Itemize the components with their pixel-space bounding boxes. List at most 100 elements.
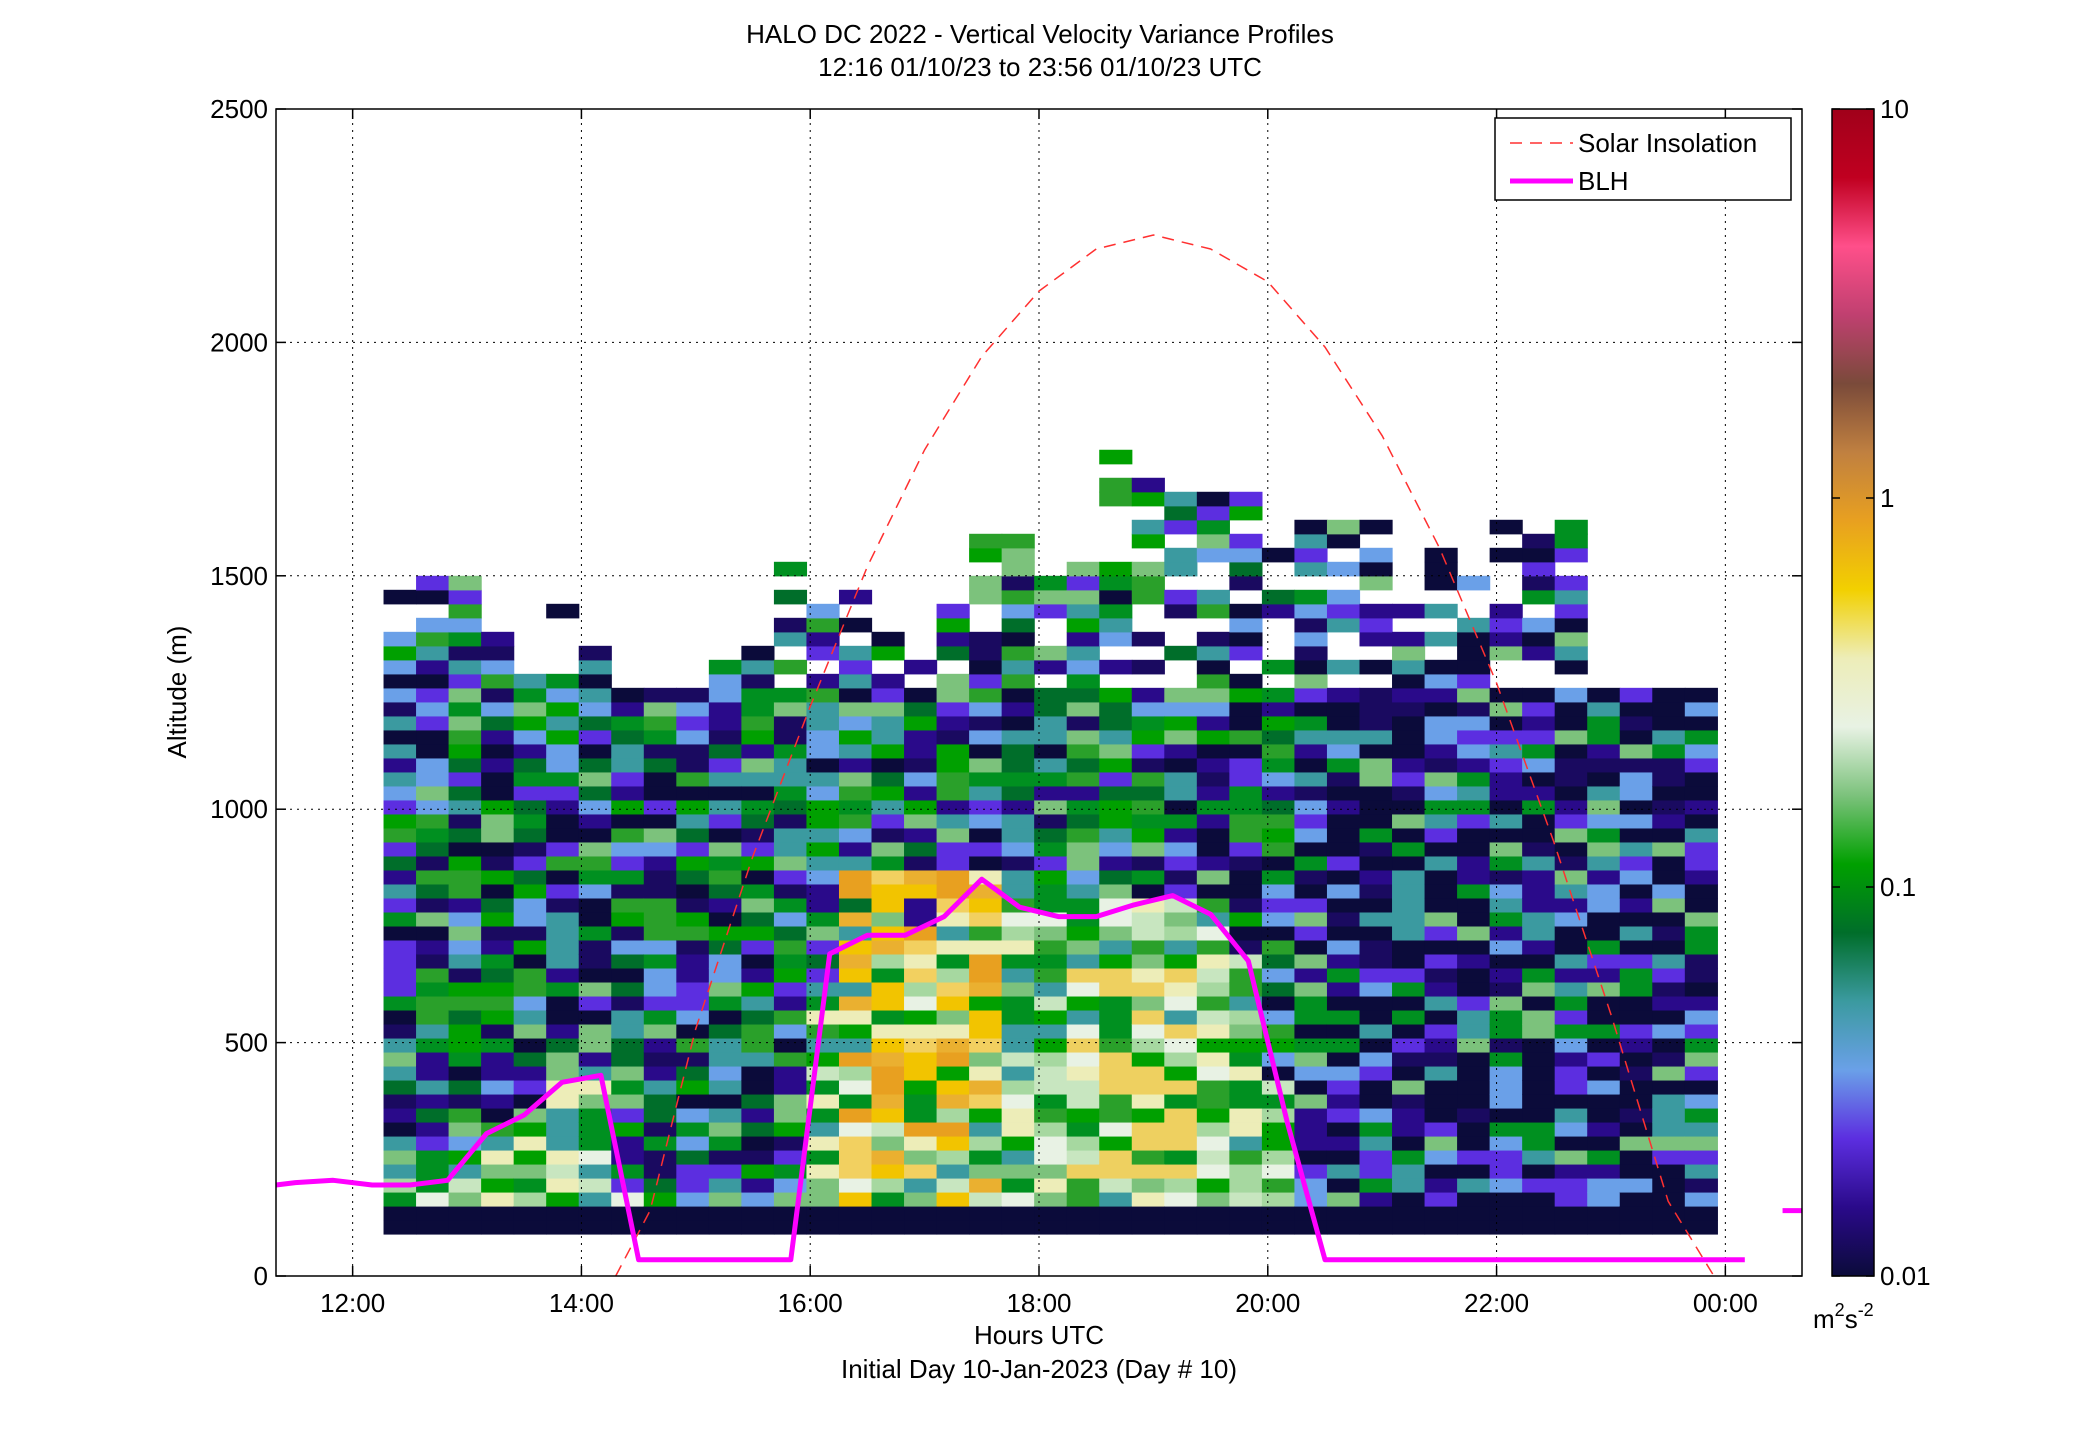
heatmap-cell — [611, 1051, 645, 1067]
heatmap-cell — [936, 1135, 970, 1151]
heatmap-cell — [1554, 743, 1588, 759]
heatmap-cell — [1457, 687, 1491, 703]
heatmap-cell — [513, 995, 547, 1011]
heatmap-cell — [643, 939, 677, 955]
heatmap-cell — [1489, 869, 1523, 885]
heatmap-cell — [1587, 855, 1621, 871]
heatmap-cell — [611, 883, 645, 899]
heatmap-cell — [871, 743, 905, 759]
heatmap-cell — [1619, 701, 1653, 717]
heatmap-cell — [1196, 1065, 1230, 1081]
heatmap-cell — [1001, 995, 1035, 1011]
heatmap-cell — [969, 995, 1003, 1011]
heatmap-cell — [611, 827, 645, 843]
heatmap-cell — [448, 1107, 482, 1123]
heatmap-cell — [448, 981, 482, 997]
heatmap-cell — [838, 897, 873, 913]
heatmap-cell — [676, 967, 710, 983]
heatmap-cell — [1066, 1037, 1100, 1053]
heatmap-cell — [416, 1135, 450, 1151]
heatmap-cell — [481, 1009, 515, 1025]
heatmap-cell — [806, 1051, 840, 1067]
heatmap-cell — [871, 1163, 905, 1179]
heatmap-cell — [643, 1009, 677, 1025]
heatmap-cell — [1326, 1121, 1361, 1137]
heatmap-cell — [904, 855, 938, 871]
heatmap-cell — [1359, 701, 1393, 717]
heatmap-cell — [676, 729, 710, 745]
heatmap-cell — [904, 981, 938, 997]
heatmap-cell — [1652, 967, 1686, 983]
heatmap-cell — [1652, 687, 1686, 703]
heatmap-cell — [1001, 673, 1035, 689]
y-tick-label: 500 — [225, 1028, 268, 1058]
heatmap-cell — [1522, 701, 1556, 717]
heatmap-cell — [936, 813, 970, 829]
heatmap-cell — [1261, 1051, 1296, 1067]
heatmap-cell — [773, 1191, 808, 1207]
heatmap-cell — [1522, 855, 1556, 871]
heatmap-cell — [1196, 995, 1230, 1011]
heatmap-cell — [871, 701, 905, 717]
heatmap-cell — [1587, 827, 1621, 843]
heatmap-cell — [1001, 715, 1035, 731]
heatmap-cell — [611, 995, 645, 1011]
heatmap-cell — [1684, 1023, 1718, 1039]
heatmap-cell — [1294, 799, 1328, 815]
heatmap-cell — [806, 1135, 840, 1151]
heatmap-cell — [1652, 1093, 1686, 1109]
heatmap-cell — [416, 1065, 450, 1081]
heatmap-cell — [1131, 953, 1165, 969]
heatmap-cell — [838, 785, 873, 801]
heatmap-cell — [936, 771, 970, 787]
heatmap-cell — [1587, 1051, 1621, 1067]
heatmap-cell — [481, 827, 515, 843]
heatmap-cell — [448, 687, 482, 703]
heatmap-cell — [1261, 547, 1296, 563]
heatmap-cell — [383, 1149, 417, 1165]
heatmap-cell — [1457, 869, 1491, 885]
heatmap-cell — [1424, 631, 1458, 647]
heatmap-cell — [1326, 533, 1361, 549]
heatmap-cell — [1196, 967, 1230, 983]
heatmap-cell — [969, 1191, 1003, 1207]
heatmap-cell — [1359, 953, 1393, 969]
heatmap-cell — [383, 785, 417, 801]
heatmap-cell — [611, 1177, 645, 1193]
heatmap-cell — [806, 883, 840, 899]
heatmap-cell — [741, 939, 775, 955]
heatmap-cell — [1392, 1009, 1426, 1025]
heatmap-cell — [1392, 701, 1426, 717]
heatmap-cell — [741, 645, 775, 661]
heatmap-cell — [1326, 883, 1361, 899]
heatmap-cell — [708, 673, 742, 689]
heatmap-cell — [1684, 1009, 1718, 1025]
heatmap-cell — [1131, 1065, 1165, 1081]
heatmap-cell — [838, 771, 873, 787]
heatmap-cell — [1684, 953, 1718, 969]
heatmap-cell — [1164, 603, 1198, 619]
heatmap-cell — [1684, 1163, 1718, 1179]
heatmap-cell — [1392, 1023, 1426, 1039]
heatmap-cell — [1554, 547, 1588, 563]
heatmap-cell — [1424, 1065, 1458, 1081]
heatmap-cell — [1229, 1051, 1263, 1067]
heatmap-cell — [1619, 1149, 1653, 1165]
heatmap-cell — [773, 953, 808, 969]
heatmap-cell — [383, 645, 417, 661]
heatmap-cell — [1066, 1121, 1100, 1137]
heatmap-cell — [1131, 1079, 1165, 1095]
heatmap-cell — [936, 967, 970, 983]
heatmap-cell — [416, 701, 450, 717]
heatmap-cell — [1457, 981, 1491, 997]
heatmap-cell — [1196, 1205, 1230, 1221]
heatmap-cell — [1522, 953, 1556, 969]
heatmap-cell — [773, 827, 808, 843]
heatmap-cell — [1359, 855, 1393, 871]
heatmap-cell — [741, 855, 775, 871]
heatmap-cell — [513, 981, 547, 997]
heatmap-cell — [1261, 813, 1296, 829]
heatmap-cell — [1652, 981, 1686, 997]
heatmap-cell — [1099, 449, 1133, 465]
heatmap-cell — [1457, 575, 1491, 591]
